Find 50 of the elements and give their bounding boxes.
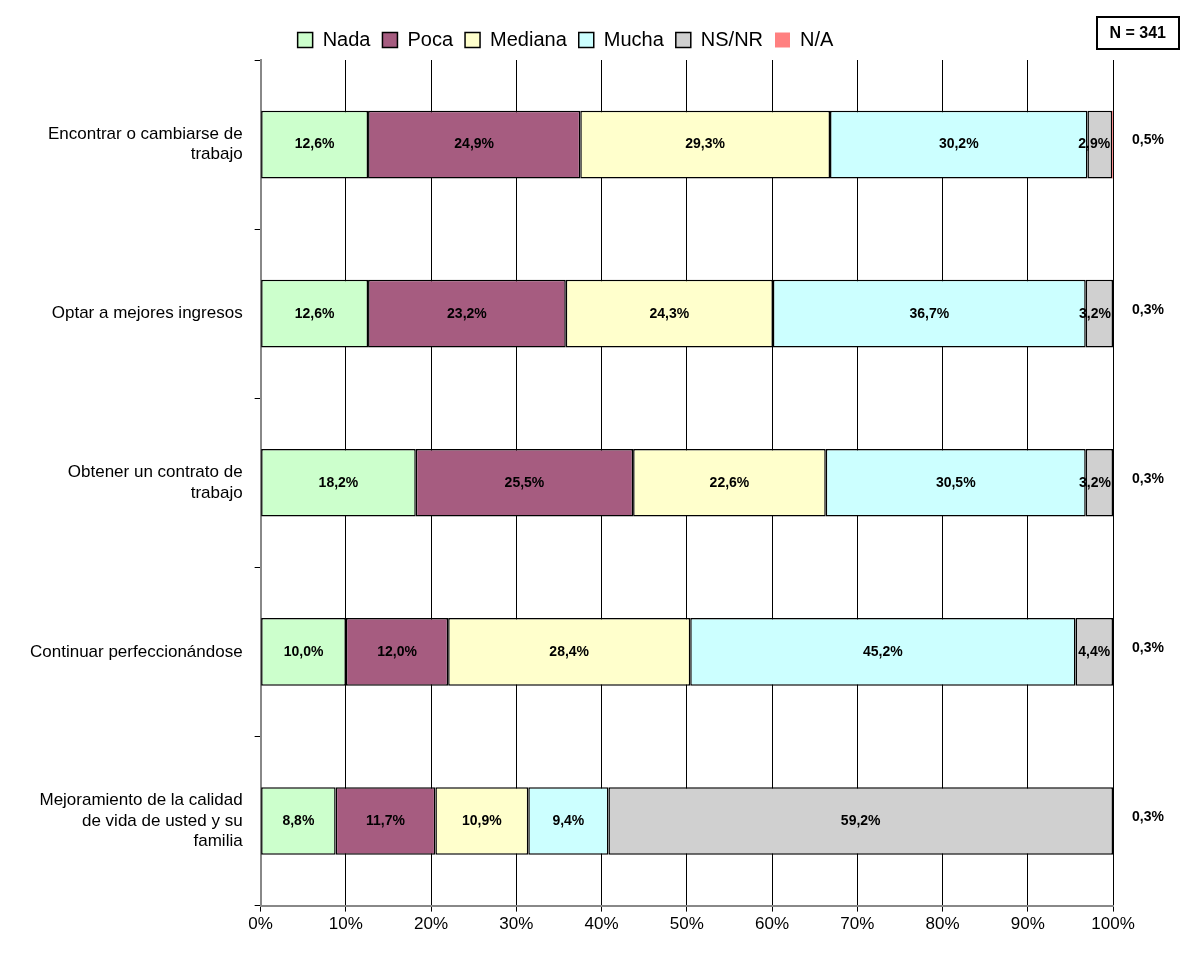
- y-tick-label: Obtener un contrato de trabajo: [67, 462, 243, 502]
- x-tick-label: 20%: [414, 914, 449, 934]
- data-label: 12,0%: [377, 642, 418, 659]
- data-label: 28,4%: [549, 642, 590, 659]
- y-tick-label: Optar a mejores ingresos: [51, 303, 243, 323]
- legend-label: Poca: [407, 27, 454, 50]
- data-label: 12,6%: [294, 135, 335, 152]
- x-tick-label: 40%: [584, 914, 619, 934]
- data-label: 25,5%: [504, 473, 545, 490]
- data-label: 29,3%: [685, 135, 726, 152]
- data-label: 11,7%: [366, 811, 406, 828]
- legend-label: N/A: [800, 27, 835, 50]
- x-tick-label: 70%: [840, 914, 875, 934]
- y-tick-label: Continuar perfeccionándose: [29, 641, 243, 661]
- data-label: 30,5%: [935, 473, 977, 490]
- x-tick-label: 30%: [499, 914, 534, 934]
- data-label: 30,2%: [938, 135, 980, 152]
- legend-label: Nada: [322, 27, 372, 50]
- data-label: 0,5%: [1132, 131, 1165, 148]
- legend-label: Mucha: [603, 27, 665, 50]
- data-label: 18,2%: [318, 473, 359, 490]
- legend-label: NS/NR: [700, 27, 764, 50]
- data-label: 59,2%: [840, 811, 882, 828]
- data-label: 0,3%: [1132, 300, 1165, 317]
- data-label: 0,3%: [1132, 469, 1165, 486]
- data-label: 0,3%: [1132, 807, 1165, 824]
- x-tick-label: 60%: [755, 914, 790, 934]
- data-label: 36,7%: [909, 304, 950, 321]
- legend-label: Mediana: [490, 27, 568, 50]
- data-label: 0,3%: [1132, 638, 1165, 655]
- data-label: 9,4%: [552, 811, 585, 828]
- x-tick-label: 80%: [925, 914, 960, 934]
- x-tick-label: 50%: [669, 914, 704, 934]
- text: N = 341: [1095, 16, 1180, 50]
- data-label: 45,2%: [863, 642, 904, 659]
- y-tick-label: Encontrar o cambiarse de trabajo: [47, 124, 243, 164]
- data-label: 10,9%: [461, 811, 503, 828]
- data-label: 8,8%: [282, 811, 315, 828]
- data-label: 10,0%: [283, 642, 324, 659]
- data-label: 24,9%: [454, 135, 495, 152]
- data-label: 24,3%: [649, 304, 690, 321]
- data-label: 4,4%: [1078, 642, 1111, 659]
- x-tick-label: 100%: [1091, 914, 1135, 934]
- data-label: 22,6%: [709, 473, 750, 490]
- x-tick-label: 90%: [1010, 914, 1045, 934]
- x-tick-label: 0%: [248, 914, 273, 934]
- x-tick-label: 10%: [328, 914, 363, 934]
- data-label: 12,6%: [294, 304, 335, 321]
- data-label: 23,2%: [447, 304, 488, 321]
- y-tick-label: Mejoramiento de la calidad de vida de usted y su familia: [39, 790, 244, 851]
